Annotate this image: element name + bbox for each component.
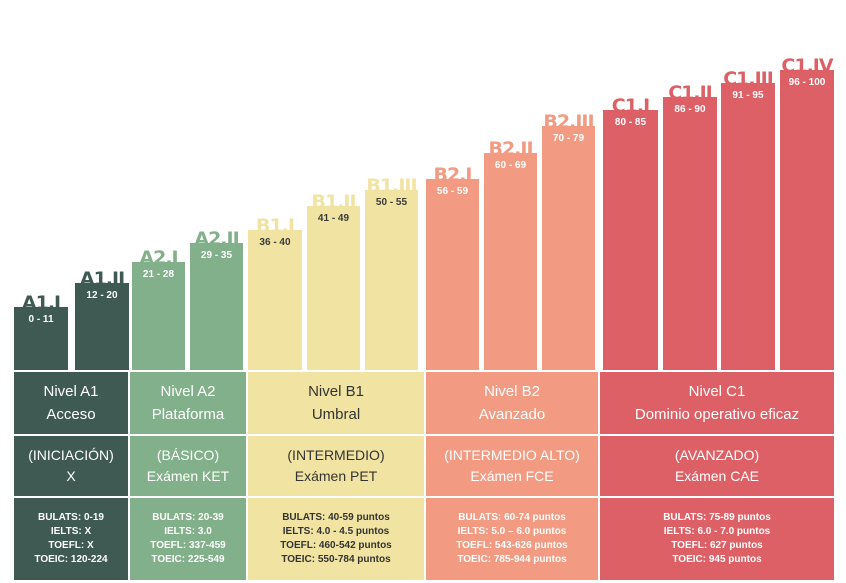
score-line: TOEFL: 460-542 puntos: [280, 540, 392, 551]
bar-c1-i: [603, 109, 658, 370]
score-line: TOEIC: 785-944 puntos: [457, 554, 567, 565]
level-b1-scores: BULATS: 40-59 puntos IELTS: 4.0 - 4.5 pu…: [248, 498, 424, 580]
level-b2-scores: BULATS: 60-74 puntos IELTS: 5.0 – 6.0 pu…: [426, 498, 598, 580]
level-category: (INTERMEDIO ALTO): [444, 447, 580, 463]
level-category: (INICIACIÓN): [28, 447, 114, 463]
score-line: IELTS: 3.0: [164, 526, 212, 537]
bar-range-label: 86 - 90: [674, 103, 706, 115]
level-name: Nivel B1: [308, 383, 364, 400]
score-line: TOEFL: X: [48, 540, 94, 551]
bar-range-label: 21 - 28: [142, 268, 175, 280]
bar-label: A2.II: [194, 228, 239, 251]
level-b2-header: Nivel B2 Avanzado: [426, 372, 598, 434]
score-line: TOEIC: 225-549: [151, 554, 225, 565]
bar-c1-iii: [721, 83, 775, 370]
level-subtitle: Umbral: [311, 406, 361, 423]
bar-b2-iii: [542, 125, 595, 370]
bar-a2-ii: [190, 243, 243, 370]
bar-b1-i: [248, 229, 302, 370]
score-line: BULATS: 20-39: [152, 512, 224, 523]
level-a1-category: (INICIACIÓN) X: [14, 436, 128, 496]
level-exam: Exámen FCE: [470, 468, 554, 484]
level-name: Nivel A1: [43, 383, 99, 400]
bar-c1-iv: [780, 70, 834, 370]
level-exam: X: [66, 468, 76, 484]
score-line: TOEFL: 543-626 puntos: [456, 540, 568, 551]
level-subtitle: Acceso: [46, 406, 96, 423]
bar-b1-ii: [307, 205, 360, 370]
score-line: IELTS: 5.0 – 6.0 puntos: [457, 526, 567, 537]
score-line: IELTS: 4.0 - 4.5 puntos: [282, 526, 390, 537]
level-category: (BÁSICO): [156, 447, 220, 463]
score-line: BULATS: 75-89 puntos: [663, 512, 771, 523]
level-name: Nivel B2: [484, 383, 540, 400]
bar-b1-iii: [365, 189, 418, 370]
score-line: BULATS: 0-19: [38, 512, 104, 523]
level-c1-scores: BULATS: 75-89 puntos IELTS: 6.0 - 7.0 pu…: [600, 498, 834, 580]
score-line: TOEFL: 627 puntos: [671, 540, 763, 551]
level-exam: Exámen KET: [146, 468, 230, 484]
bar-label: C1.I: [611, 94, 650, 117]
level-subtitle: Plataforma: [151, 406, 225, 423]
bar-label: B1.II: [311, 190, 356, 213]
score-line: IELTS: 6.0 - 7.0 puntos: [663, 526, 771, 537]
level-category: (AVANZADO): [674, 447, 760, 463]
bar-range-label: 29 - 35: [200, 250, 233, 262]
score-line: IELTS: X: [50, 526, 92, 537]
bar-a2-i: [132, 261, 185, 370]
bar-range-label: 0 - 11: [28, 314, 54, 325]
bar-b2-ii: [484, 152, 537, 370]
score-line: TOEIC: 120-224: [34, 554, 108, 565]
bar-a1-i: [14, 307, 68, 370]
level-name: Nivel C1: [688, 383, 746, 400]
level-a1-scores: BULATS: 0-19 IELTS: X TOEFL: X TOEIC: 12…: [14, 498, 128, 580]
bar-range-label: 41 - 49: [317, 212, 350, 224]
score-line: TOEFL: 337-459: [150, 540, 226, 551]
bar-range-label: 60 - 69: [494, 159, 527, 171]
score-line: BULATS: 60-74 puntos: [458, 512, 566, 523]
level-name: Nivel A2: [160, 383, 216, 400]
bar-label: B2.II: [488, 137, 533, 160]
bar-label: B2.I: [433, 164, 473, 187]
bar-range-label: 80 - 85: [614, 116, 647, 128]
bar-label: A1.II: [79, 268, 125, 291]
level-a1-header: Nivel A1 Acceso: [14, 372, 128, 434]
level-b2-category: (INTERMEDIO ALTO) Exámen FCE: [426, 436, 598, 496]
bar-label: C1.II: [668, 81, 713, 104]
bar-label: A1.I: [21, 292, 61, 314]
bar-range-label: 70 - 79: [552, 132, 585, 144]
level-a2-category: (BÁSICO) Exámen KET: [130, 436, 246, 496]
bar-b2-i: [426, 179, 479, 370]
bar-label: B1.I: [256, 214, 295, 237]
bar-chart: A1.I 0 - 11 A1.II 12 - 20 A2.I 21 - 28 A2.II 29…: [14, 55, 834, 370]
level-exam: Exámen PET: [294, 468, 378, 484]
bar-label: C1.IV: [781, 55, 833, 77]
bar-label: B1.III: [366, 174, 417, 197]
bar-range-label: 56 - 59: [436, 186, 469, 198]
level-a2-scores: BULATS: 20-39 IELTS: 3.0 TOEFL: 337-459 …: [130, 498, 246, 580]
level-category: (INTERMEDIO): [287, 447, 385, 463]
bar-label: C1.III: [723, 68, 774, 91]
level-b1-header: Nivel B1 Umbral: [248, 372, 424, 434]
score-line: TOEIC: 945 puntos: [672, 554, 762, 565]
bar-c1-ii: [663, 96, 717, 370]
score-line: TOEIC: 550-784 puntos: [281, 554, 391, 565]
bar-label: B2.III: [543, 110, 594, 133]
level-c1-category: (AVANZADO) Exámen CAE: [600, 436, 834, 496]
bar-range-label: 50 - 55: [375, 196, 408, 208]
level-c1-header: Nivel C1 Dominio operativo eficaz: [600, 372, 834, 434]
bar-label: A2.I: [139, 246, 178, 269]
level-subtitle: Dominio operativo eficaz: [634, 406, 800, 423]
bar-range-label: 36 - 40: [259, 236, 291, 248]
level-subtitle: Avanzado: [478, 406, 546, 423]
score-line: BULATS: 40-59 puntos: [282, 512, 390, 523]
bar-range-label: 91 - 95: [732, 90, 764, 102]
bar-range-label: 96 - 100: [788, 77, 826, 88]
bar-range-label: 12 - 20: [86, 290, 118, 302]
level-b1-category: (INTERMEDIO) Exámen PET: [248, 436, 424, 496]
level-exam: Exámen CAE: [674, 468, 760, 484]
level-a2-header: Nivel A2 Plataforma: [130, 372, 246, 434]
bar-a1-ii: [75, 283, 129, 370]
